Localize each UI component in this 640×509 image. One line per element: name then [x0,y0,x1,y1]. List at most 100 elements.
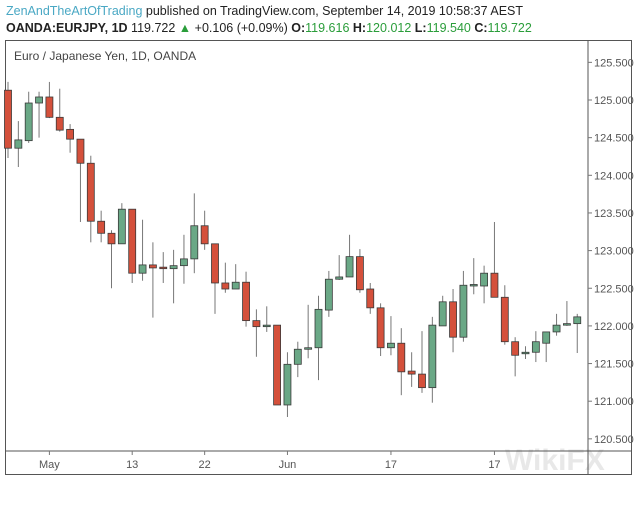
candle [128,208,137,283]
candle-body-up [24,102,33,142]
candle-body-up [459,284,468,338]
candle-body-up [438,301,447,327]
candle [4,81,12,158]
price-tick-label: 120.500 [594,434,634,446]
candle-body-down [511,341,520,356]
candle-body-up [345,256,354,278]
symbol-info: OANDA:EURJPY, 1D 119.722 ▲ +0.106 (+0.09… [6,21,532,35]
candle-body-down [128,208,137,274]
candle [563,301,571,326]
candle [180,234,188,284]
candle [345,234,354,278]
close-label: C: [474,21,488,35]
candle-body-down [418,373,426,389]
open-value: 119.616 [305,21,350,35]
candle [138,219,147,281]
price-axis[interactable]: 125.500 125.000 124.500 124.000 123.500 123.0… [588,57,634,446]
candle-body-up [335,276,344,280]
time-tick-label: May [39,459,60,471]
candle-body-down [449,301,457,338]
candle-body-down [55,116,64,131]
price-tick-label: 125.000 [594,95,634,107]
candle-body-down [159,266,168,270]
time-axis[interactable]: May 13 22 Jun 17 17 [39,451,501,471]
author-link[interactable]: ZenAndTheArtOfTrading [6,4,143,18]
candle-body-down [107,232,116,245]
low-value: 119.540 [426,21,471,35]
candle-body-up [480,272,489,287]
candle-body-down [366,288,375,309]
time-tick-label: 22 [199,459,211,471]
candle-body-up [180,258,188,267]
candle [324,270,333,317]
candles [4,81,582,418]
candle-body-down [45,96,54,118]
time-tick-label: 13 [126,459,138,471]
open-label: O: [291,21,306,35]
candle [480,265,489,304]
candle [86,155,95,243]
price-tick-label: 121.000 [594,396,634,408]
price-tick-label: 122.500 [594,283,634,295]
candle [573,313,582,354]
candle-body-up [552,324,561,333]
candle [459,270,468,342]
publish-info: ZenAndTheArtOfTrading published on Tradi… [6,4,523,18]
publish-text: published on TradingView.com, September … [145,4,524,18]
candle [14,121,23,168]
candle-body-up [387,342,395,349]
up-arrow-icon: ▲ [178,21,192,35]
candle [542,331,551,363]
candle-body-up [573,316,582,325]
candle [252,309,261,357]
candle-body-up [190,225,199,260]
time-tick-label: Jun [279,459,297,471]
candle-body-down [252,320,261,328]
candle [428,316,437,403]
candle-body-up [14,139,23,149]
candle-body-down [211,243,219,284]
candle [242,271,250,327]
candle [438,295,447,327]
time-tick-label: 17 [488,459,500,471]
candle-body-up [314,308,323,349]
candle-body-up [138,264,147,274]
chart-legend: Euro / Japanese Yen, 1D, OANDA [14,49,197,63]
candle [500,285,509,345]
candle [262,306,271,332]
candle-body-down [500,296,509,343]
candle [117,203,126,245]
candle-body-down [66,128,74,140]
price-tick-label: 122.000 [594,321,634,333]
price-tick-label: 121.500 [594,359,634,371]
candle [511,337,520,377]
candle [418,331,426,393]
low-label: L: [414,21,427,35]
candle [531,331,540,363]
candle-body-up [563,323,571,326]
candle [449,289,457,353]
candle [293,341,302,378]
candle [366,282,375,314]
candle [211,243,219,314]
candle [376,303,385,357]
chart-frame [5,40,632,475]
candle-body-up [117,208,126,245]
candle [97,210,106,243]
candle-body-down [397,342,406,373]
candle [490,221,499,298]
candle [469,258,478,295]
candle-body-up [542,331,551,344]
candle-body-down [242,281,250,322]
price-tick-label: 123.000 [594,246,634,258]
candle-body-up [35,96,43,104]
candle [221,262,230,293]
candle [24,91,33,143]
candle-body-up [169,265,178,270]
candle [231,264,240,290]
price-tick-label: 125.500 [594,57,634,69]
price-tick-label: 124.500 [594,133,634,145]
watermark: WikiFX [505,444,605,477]
symbol-label: OANDA:EURJPY, 1D [6,21,128,35]
